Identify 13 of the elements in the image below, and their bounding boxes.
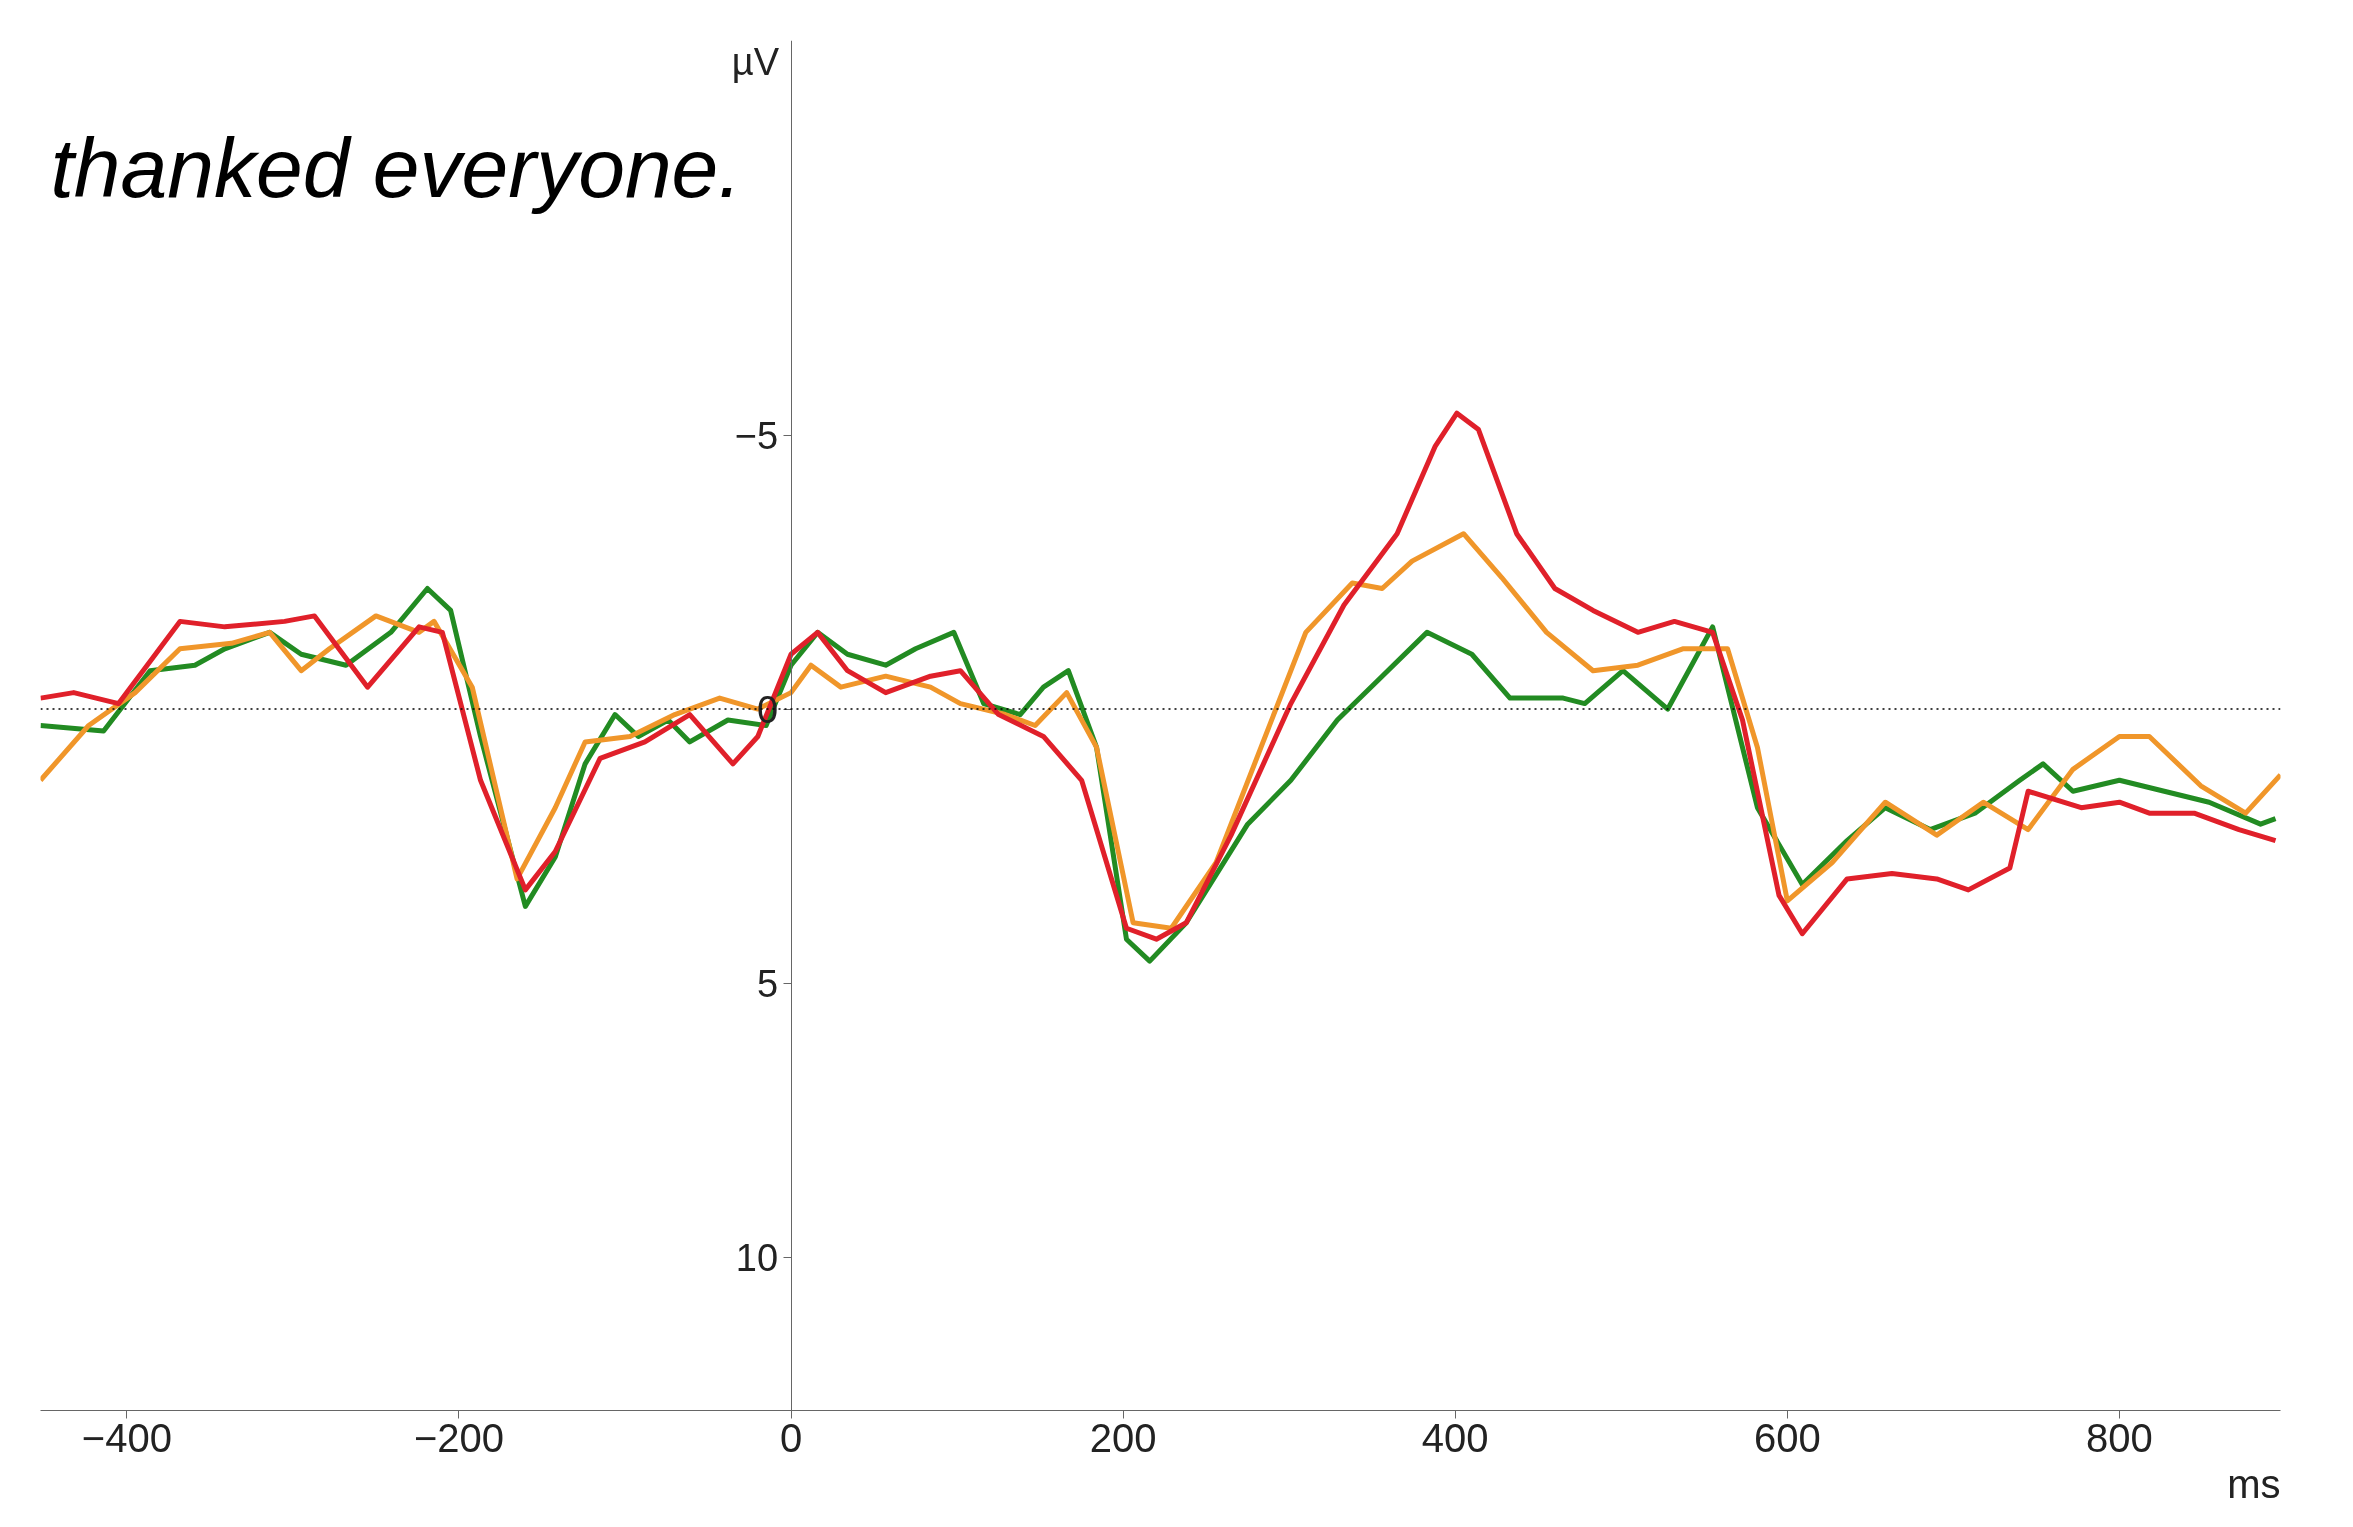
x-tick-label: 400 [1421, 1415, 1489, 1460]
y-tick-label: 5 [756, 962, 779, 1005]
x-tick-label: −400 [81, 1415, 172, 1460]
y-tick-label: 10 [735, 1236, 779, 1279]
x-tick-label: 200 [1089, 1415, 1157, 1460]
y-axis-title: µV [731, 40, 780, 83]
y-tick-label: 0 [756, 688, 779, 731]
x-tick-label: −200 [413, 1415, 504, 1460]
annotation: thanked everyone. [50, 120, 742, 215]
y-tick-label: −5 [734, 414, 779, 457]
x-tick-label: 800 [2086, 1415, 2153, 1460]
x-axis-title: ms [2227, 1461, 2281, 1506]
x-tick-label: 600 [1753, 1415, 1821, 1460]
